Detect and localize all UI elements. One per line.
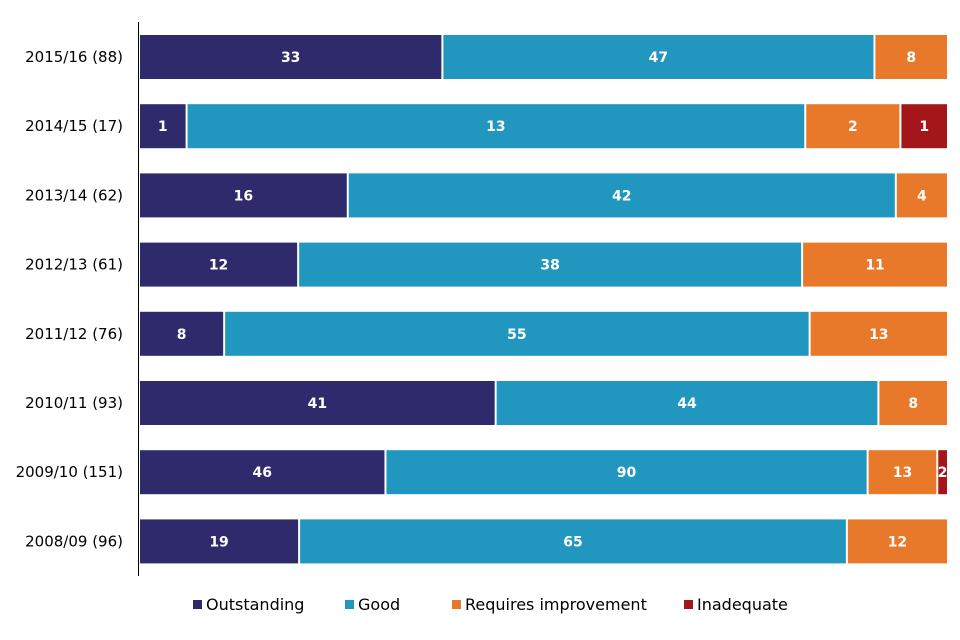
bar-segment-outstanding <box>140 450 385 495</box>
data-label: 55 <box>507 327 526 343</box>
data-label: 4 <box>917 188 927 204</box>
bars-group: 33 47 8 1 13 2 1 16 42 4 12 38 11 8 55 13 41 44 8 46 90 13 2 19… <box>140 35 948 564</box>
bar-segment-requires-improvement <box>803 242 947 287</box>
data-label: 44 <box>677 396 697 412</box>
bar-segment-requires-improvement <box>896 173 947 218</box>
legend-item-requires-improvement: Requires improvement <box>452 590 647 618</box>
legend-label: Requires improvement <box>465 594 647 614</box>
data-label: 12 <box>888 534 907 550</box>
category-label: 2012/13 (61) <box>25 256 123 274</box>
bar-segment-requires-improvement <box>879 381 947 425</box>
category-label: 2011/12 (76) <box>25 325 123 343</box>
data-label: 41 <box>308 396 327 412</box>
data-label: 11 <box>865 258 884 274</box>
category-label: 2013/14 (62) <box>25 186 123 204</box>
bar-segment-inadequate <box>901 104 947 149</box>
category-labels-group: 2015/16 (88) 2014/15 (17) 2013/14 (62) 2012… <box>16 48 123 550</box>
legend-item-good: Good <box>345 590 400 618</box>
legend-swatch <box>684 599 693 609</box>
bar-segment-outstanding <box>140 381 495 425</box>
bar-segment-outstanding <box>140 519 299 564</box>
bar-segment-good <box>299 242 802 287</box>
data-label: 38 <box>540 258 559 274</box>
legend-label: Outstanding <box>206 594 305 614</box>
data-label: 13 <box>486 119 505 135</box>
category-label: 2010/11 (93) <box>25 394 123 412</box>
legend-swatch <box>345 599 354 609</box>
data-label: 13 <box>869 327 888 343</box>
data-label: 47 <box>649 50 668 66</box>
data-label: 65 <box>563 534 582 550</box>
legend-item-outstanding: Outstanding <box>193 590 304 618</box>
data-label: 8 <box>908 396 918 412</box>
bar-segment-outstanding <box>140 35 442 79</box>
data-label: 12 <box>209 258 228 274</box>
bar-segment-requires-improvement <box>875 35 947 79</box>
legend-item-inadequate: Inadequate <box>684 590 788 618</box>
category-label: 2015/16 (88) <box>25 48 123 66</box>
bar-segment-inadequate <box>938 450 947 495</box>
data-label: 1 <box>158 119 168 135</box>
data-label: 8 <box>906 50 916 66</box>
data-label: 1 <box>919 119 929 135</box>
data-label: 16 <box>234 188 253 204</box>
bar-segment-requires-improvement <box>810 311 947 356</box>
bar-segment-requires-improvement <box>868 450 937 495</box>
legend-swatch <box>193 599 202 609</box>
bar-segment-outstanding <box>140 104 186 149</box>
data-label: 46 <box>252 465 271 481</box>
category-label: 2009/10 (151) <box>16 463 123 481</box>
data-label: 33 <box>281 50 300 66</box>
data-label: 2 <box>848 119 858 135</box>
bar-segment-outstanding <box>140 311 224 356</box>
data-label: 42 <box>612 188 631 204</box>
data-label: 90 <box>617 465 637 481</box>
data-label: 2 <box>938 465 948 481</box>
category-label: 2008/09 (96) <box>25 532 123 550</box>
bar-segment-good <box>225 311 809 356</box>
bar-segment-requires-improvement <box>847 519 948 564</box>
legend-swatch <box>452 599 461 609</box>
bar-segment-good <box>443 35 874 79</box>
bar-segment-good <box>386 450 867 495</box>
bar-segment-outstanding <box>140 242 298 287</box>
bar-segment-outstanding <box>140 173 347 218</box>
data-label: 8 <box>177 327 187 343</box>
category-label: 2014/15 (17) <box>25 117 123 135</box>
bar-segment-good <box>187 104 805 149</box>
data-label: 13 <box>893 465 912 481</box>
bar-segment-good <box>496 381 878 425</box>
data-label: 19 <box>209 534 228 550</box>
legend-label: Inadequate <box>697 594 788 614</box>
bar-segment-good <box>348 173 895 218</box>
legend: Outstanding Good Requires improvement Inade… <box>0 590 960 620</box>
legend-label: Good <box>358 594 401 614</box>
bar-segment-requires-improvement <box>806 104 900 149</box>
bar-segment-good <box>300 519 846 564</box>
